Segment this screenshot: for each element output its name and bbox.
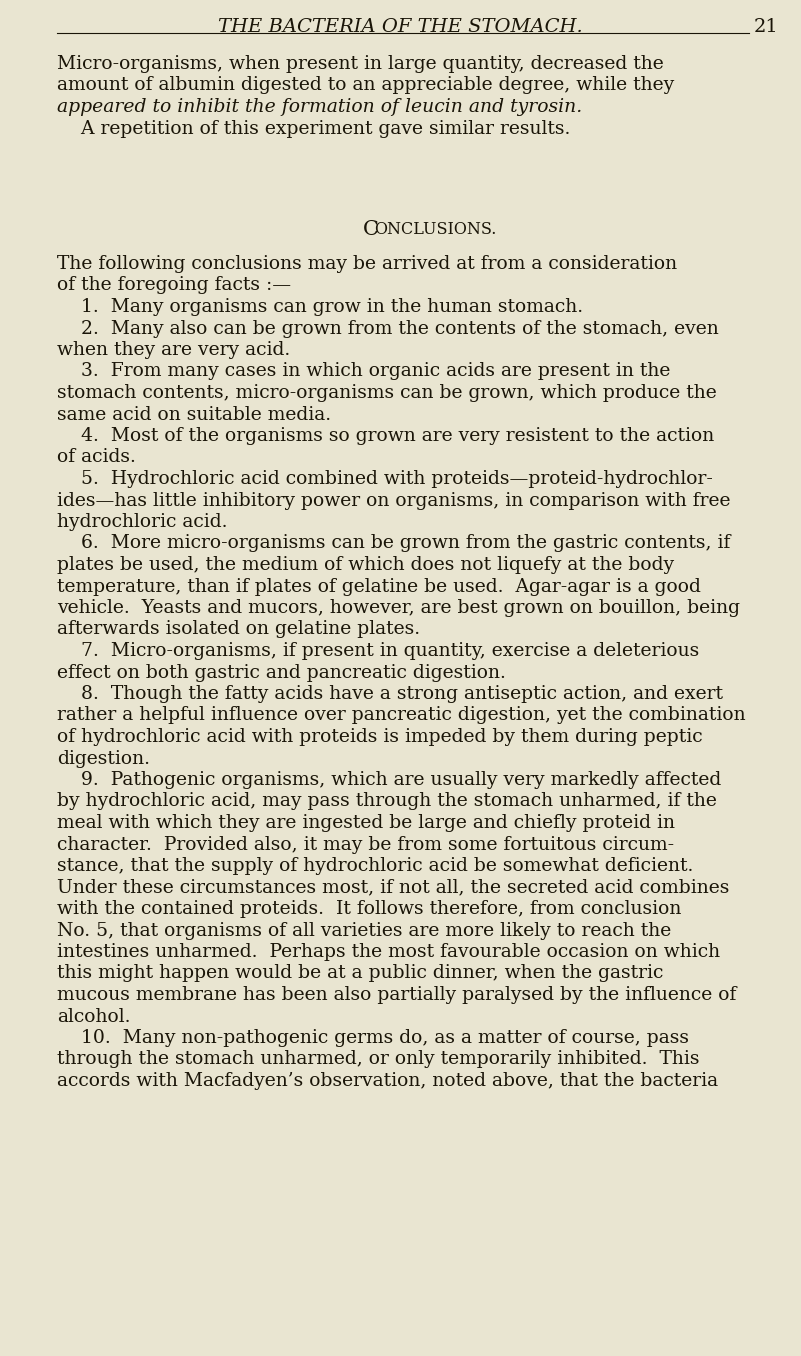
Text: vehicle.  Yeasts and mucors, however, are best grown on bouillon, being: vehicle. Yeasts and mucors, however, are… [57,599,740,617]
Text: 1.  Many organisms can grow in the human stomach.: 1. Many organisms can grow in the human … [57,298,583,316]
Text: digestion.: digestion. [57,750,150,767]
Text: Under these circumstances most, if not all, the secreted acid combines: Under these circumstances most, if not a… [57,879,730,896]
Text: plates be used, the medium of which does not liquefy at the body: plates be used, the medium of which does… [57,556,674,574]
Text: when they are very acid.: when they are very acid. [57,340,290,359]
Text: with the contained proteids.  It follows therefore, from conclusion: with the contained proteids. It follows … [57,900,682,918]
Text: 9.  Pathogenic organisms, which are usually very markedly affected: 9. Pathogenic organisms, which are usual… [57,772,721,789]
Text: same acid on suitable media.: same acid on suitable media. [57,405,331,423]
Text: 4.  Most of the organisms so grown are very resistent to the action: 4. Most of the organisms so grown are ve… [57,427,714,445]
Text: appeared to inhibit the formation of leucin and tyrosin.: appeared to inhibit the formation of leu… [57,98,582,117]
Text: temperature, than if plates of gelatine be used.  Agar-agar is a good: temperature, than if plates of gelatine … [57,578,701,595]
Text: A repetition of this experiment gave similar results.: A repetition of this experiment gave sim… [57,119,570,137]
Text: 5.  Hydrochloric acid combined with proteids—proteid-hydrochlor-: 5. Hydrochloric acid combined with prote… [57,471,713,488]
Text: ides—has little inhibitory power on organisms, in comparison with free: ides—has little inhibitory power on orga… [57,491,731,510]
Text: 7.  Micro-organisms, if present in quantity, exercise a deleterious: 7. Micro-organisms, if present in quanti… [57,641,699,660]
Text: through the stomach unharmed, or only temporarily inhibited.  This: through the stomach unharmed, or only te… [57,1051,699,1069]
Text: ONCLUSIONS.: ONCLUSIONS. [375,221,497,239]
Text: 2.  Many also can be grown from the contents of the stomach, even: 2. Many also can be grown from the conte… [57,320,718,338]
Text: of hydrochloric acid with proteids is impeded by them during peptic: of hydrochloric acid with proteids is im… [57,728,702,746]
Text: Micro-organisms, when present in large quantity, decreased the: Micro-organisms, when present in large q… [57,56,664,73]
Text: 10.  Many non-pathogenic germs do, as a matter of course, pass: 10. Many non-pathogenic germs do, as a m… [57,1029,689,1047]
Text: The following conclusions may be arrived at from a consideration: The following conclusions may be arrived… [57,255,677,273]
Text: afterwards isolated on gelatine plates.: afterwards isolated on gelatine plates. [57,621,421,639]
Text: C: C [363,220,378,239]
Text: accords with Macfadyen’s observation, noted above, that the bacteria: accords with Macfadyen’s observation, no… [57,1073,718,1090]
Text: this might happen would be at a public dinner, when the gastric: this might happen would be at a public d… [57,964,663,983]
Text: alcohol.: alcohol. [57,1008,131,1025]
Text: amount of albumin digested to an appreciable degree, while they: amount of albumin digested to an appreci… [57,76,674,95]
Text: meal with which they are ingested be large and chiefly proteid in: meal with which they are ingested be lar… [57,814,675,833]
Text: stomach contents, micro-organisms can be grown, which produce the: stomach contents, micro-organisms can be… [57,384,717,401]
Text: 21: 21 [753,18,778,37]
Text: intestines unharmed.  Perhaps the most favourable occasion on which: intestines unharmed. Perhaps the most fa… [57,942,720,961]
Text: hydrochloric acid.: hydrochloric acid. [57,513,227,532]
Text: mucous membrane has been also partially paralysed by the influence of: mucous membrane has been also partially … [57,986,736,1003]
Text: by hydrochloric acid, may pass through the stomach unharmed, if the: by hydrochloric acid, may pass through t… [57,792,717,811]
Text: of the foregoing facts :—: of the foregoing facts :— [57,277,291,294]
Text: 3.  From many cases in which organic acids are present in the: 3. From many cases in which organic acid… [57,362,670,381]
Text: 8.  Though the fatty acids have a strong antiseptic action, and exert: 8. Though the fatty acids have a strong … [57,685,723,702]
Text: character.  Provided also, it may be from some fortuitous circum-: character. Provided also, it may be from… [57,835,674,853]
Text: 6.  More micro-organisms can be grown from the gastric contents, if: 6. More micro-organisms can be grown fro… [57,534,731,552]
Text: effect on both gastric and pancreatic digestion.: effect on both gastric and pancreatic di… [57,663,506,682]
Text: stance, that the supply of hydrochloric acid be somewhat deficient.: stance, that the supply of hydrochloric … [57,857,694,875]
Text: of acids.: of acids. [57,449,136,466]
Text: rather a helpful influence over pancreatic digestion, yet the combination: rather a helpful influence over pancreat… [57,706,746,724]
Text: THE BACTERIA OF THE STOMACH.: THE BACTERIA OF THE STOMACH. [218,18,583,37]
Text: No. 5, that organisms of all varieties are more likely to reach the: No. 5, that organisms of all varieties a… [57,922,671,940]
